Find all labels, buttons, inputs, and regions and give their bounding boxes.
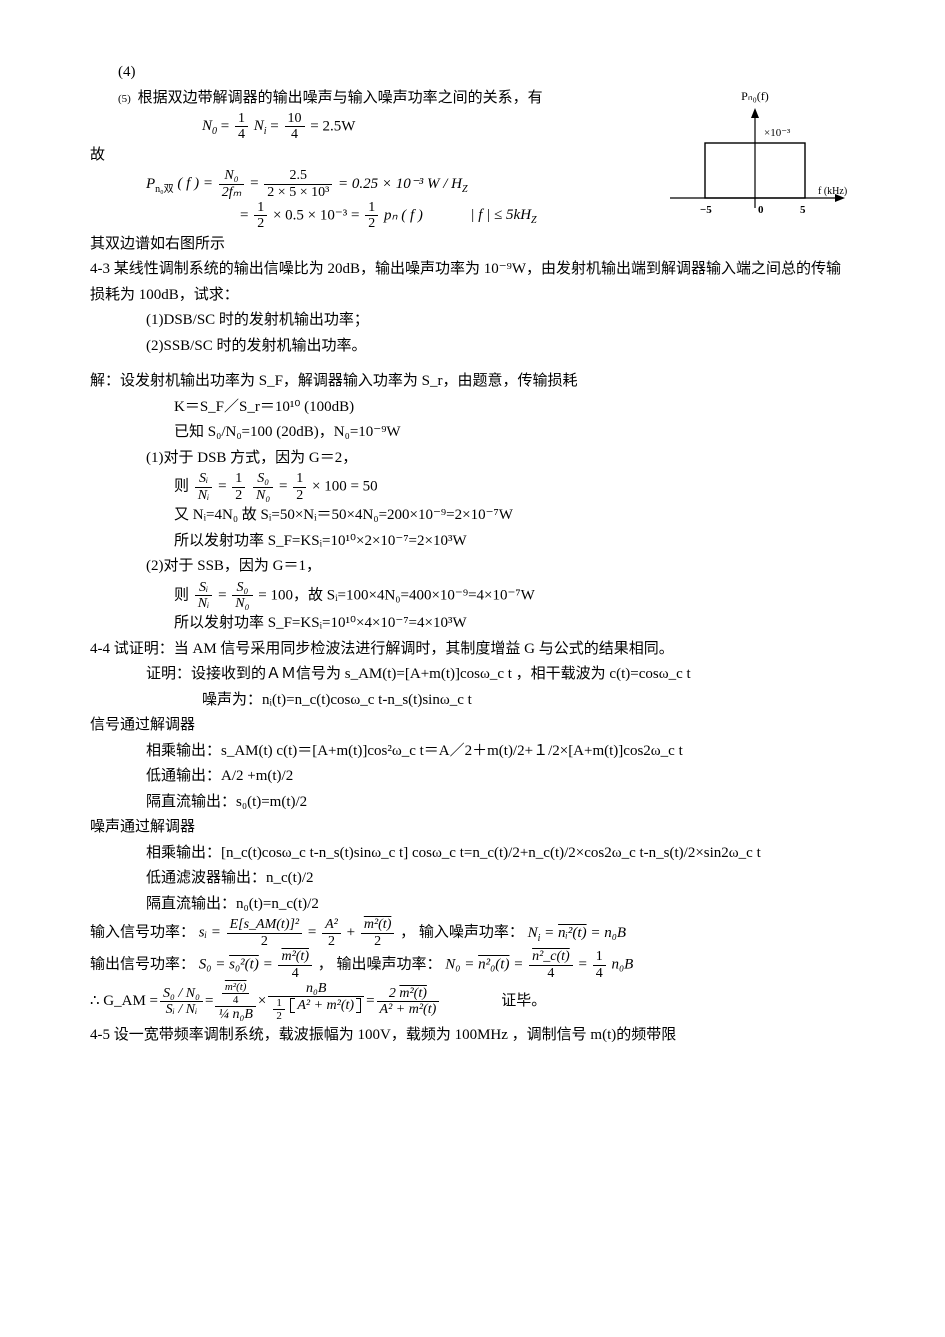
q43-dsb-head: (1)对于 DSB 方式，因为 G＝2，	[90, 446, 855, 472]
q45-text: 4-5 设一宽带频率调制系统，载波振幅为 100V，载频为 100MHz ，调制…	[90, 1023, 855, 1049]
q43-dsb-SF: 所以发射功率 S_F=KSᵢ=10¹⁰×2×10⁻⁷=2×10³W	[90, 529, 855, 555]
q44-lp-out: 低通输出：A/2 +m(t)/2	[90, 764, 855, 790]
eq-Pn0: Pn₀双 ( f ) = N₀2fₘ = 2.52 × 5 × 10³ = 0.…	[90, 168, 635, 200]
q43-known: 已知 S₀/N₀=100 (20dB)，N₀=10⁻⁹W	[90, 420, 855, 446]
q43-K: K＝S_F／S_r＝10¹⁰ (100dB)	[90, 395, 855, 421]
gu-label: 故	[90, 143, 635, 169]
svg-text:×10⁻³: ×10⁻³	[764, 127, 791, 139]
intro-text: 根据双边带解调器的输出噪声与输入噪声功率之间的关系，有	[138, 90, 543, 106]
q44-n-mult: 相乘输出：[n_c(t)cosω_c t-n_s(t)sinω_c t] cos…	[90, 841, 855, 867]
q44-noise: 噪声为：nᵢ(t)=n_c(t)cosω_c t-n_s(t)sinω_c t	[90, 688, 855, 714]
svg-text:f (kHz): f (kHz)	[818, 186, 847, 197]
q43-ssb-eq: 则 SᵢNᵢ = S₀N₀ = 100，故 Sᵢ=100×4N₀=400×10⁻…	[90, 580, 855, 612]
q43-ssb-SF: 所以发射功率 S_F=KSᵢ=10¹⁰×4×10⁻⁷=4×10³W	[90, 611, 855, 637]
q44-title: 4-4 试证明：当 AM 信号采用同步检波法进行解调时，其制度增益 G 与公式的…	[90, 637, 855, 663]
q43-ssb-head: (2)对于 SSB，因为 G＝1，	[90, 554, 855, 580]
svg-text:0: 0	[758, 204, 764, 216]
q44-mult-out: 相乘输出：s_AM(t) c(t)＝[A+m(t)]cos²ω_c t＝A／2＋…	[90, 739, 855, 765]
q44-gam-row: ∴ G_AM = S₀ / N₀Sᵢ / Nᵢ = m²(t)4 ¼ n₀B ×…	[90, 981, 855, 1023]
eq-Pn0-line2: = 12 × 0.5 × 10⁻³ = 12 pₙ ( f ) | f | ≤ …	[90, 200, 635, 232]
item-marker: (4)	[118, 64, 136, 80]
svg-text:−5: −5	[700, 204, 712, 216]
sub-marker: (5)	[118, 93, 131, 105]
q44-proof-intro: 证明：设接收到的ＡＭ信号为 s_AM(t)=[A+m(t)]cosω_c t ，…	[90, 662, 855, 688]
q43-sol-intro: 解：设发射机输出功率为 S_F，解调器输入功率为 S_r，由题意，传输损耗	[90, 369, 855, 395]
q44-n-lp: 低通滤波器输出：n_c(t)/2	[90, 866, 855, 892]
q44-in-sig-row: 输入信号功率： sᵢ = E[s_AM(t)]²2 = A²2 + m²(t)2…	[90, 917, 855, 949]
qed: 证毕。	[501, 989, 546, 1015]
q43-item1: (1)DSB/SC 时的发射机输出功率；	[90, 308, 855, 334]
diagram-svg: −5 0 5 ×10⁻³ f (kHz)	[660, 108, 850, 228]
q44-dc-out: 隔直流输出：s₀(t)=m(t)/2	[90, 790, 855, 816]
eq-N0: N0 = 14 Ni = 104 = 2.5W	[90, 111, 635, 143]
q43-title: 4-3 某线性调制系统的输出信噪比为 20dB，输出噪声功率为 10⁻⁹W，由发…	[90, 257, 855, 308]
q44-noise-header: 噪声通过解调器	[90, 815, 855, 841]
diagram-caption: 其双边谱如右图所示	[90, 232, 855, 258]
q44-sig-header: 信号通过解调器	[90, 713, 855, 739]
q43-item2: (2)SSB/SC 时的发射机输出功率。	[90, 334, 855, 360]
svg-text:5: 5	[800, 204, 806, 216]
q43-dsb-Ni: 又 Nᵢ=4N₀ 故 Sᵢ=50×Nᵢ＝50×4N₀=200×10⁻⁹=2×10…	[90, 503, 855, 529]
diagram-title: Pₙ₀(f)	[655, 86, 855, 106]
spectrum-diagram: Pₙ₀(f) −5 0 5 ×10⁻³ f (kHz)	[655, 86, 855, 228]
q44-out-sig-row: 输出信号功率： S₀ = s₀²(t) = m²(t)4 ， 输出噪声功率： N…	[90, 949, 855, 981]
q44-n-dc: 隔直流输出：n₀(t)=n_c(t)/2	[90, 892, 855, 918]
q43-dsb-eq: 则 SᵢNᵢ = 12 S₀N₀ = 12 × 100 = 50	[90, 471, 855, 503]
